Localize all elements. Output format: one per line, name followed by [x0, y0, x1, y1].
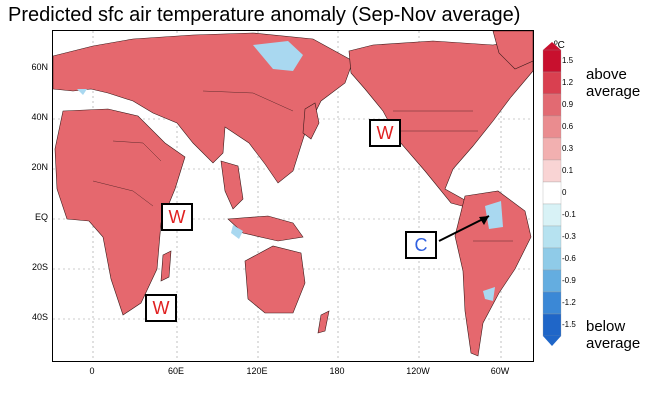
africa [54, 108, 186, 316]
lat-label-20s: 20S [31, 262, 48, 272]
colorbar-tick-label: 1.2 [562, 78, 574, 87]
map-panel: W W W C [52, 30, 534, 362]
greenland [492, 31, 533, 70]
above-word: above [586, 66, 627, 83]
colorbar-tick-label: 0.9 [562, 100, 574, 109]
lon-label-60w: 60W [490, 366, 510, 376]
lon-label-180: 180 [329, 366, 345, 376]
continents [53, 31, 533, 357]
madagascar [160, 250, 172, 282]
cold-patches [77, 41, 503, 301]
colorbar-segment [542, 269, 562, 293]
colorbar-segment [542, 247, 562, 271]
lat-label-60n: 60N [31, 62, 48, 72]
below-average-word: average [586, 335, 641, 352]
below-average-label: below average [586, 318, 640, 352]
australia [244, 245, 306, 314]
colorbar-tick-label: 0 [562, 188, 567, 197]
colorbar-segment [542, 71, 562, 95]
colorbar-segment [542, 291, 562, 315]
colorbar [542, 42, 562, 346]
colorbar-segment [542, 225, 562, 249]
indonesia [227, 215, 304, 242]
colorbar-segment [542, 49, 562, 73]
warm-label-indian-ocean: W [161, 203, 193, 231]
lat-label-40s: 40S [31, 312, 48, 322]
colorbar-segment [542, 93, 562, 117]
colorbar-tick-label: -1.5 [562, 320, 576, 329]
japan [302, 102, 320, 140]
colorbar-segment [542, 115, 562, 139]
below-word: below [586, 318, 626, 335]
colorbar-tick-label: 0.3 [562, 144, 574, 153]
chart-title: Predicted sfc air temperature anomaly (S… [8, 4, 521, 26]
lon-label-120e: 120E [246, 366, 268, 376]
lat-label-40n: 40N [31, 112, 48, 122]
colorbar-tick-label: 0.1 [562, 166, 574, 175]
lat-label-eq: EQ [34, 212, 48, 222]
lon-label-60e: 60E [167, 366, 184, 376]
colorbar-segment [542, 137, 562, 161]
colorbar-unit: ºC [554, 40, 565, 51]
lat-label-20n: 20N [31, 162, 48, 172]
cold-label-south-america: C [405, 231, 437, 259]
lon-label-0: 0 [89, 366, 95, 376]
warm-label-north-pacific: W [369, 119, 401, 147]
colorbar-segment [542, 313, 562, 337]
colorbar-segment [542, 203, 562, 227]
eurasia [53, 32, 354, 184]
warm-label-southern-indian: W [145, 294, 177, 322]
world-map [53, 31, 533, 361]
colorbar-tick-label: -0.3 [562, 232, 576, 241]
colorbar-tick-label: 1.5 [562, 56, 574, 65]
colorbar-tick-label: -0.6 [562, 254, 576, 263]
above-average-word: average [586, 83, 641, 100]
colorbar-tick-label: -1.2 [562, 298, 576, 307]
colorbar-segment [542, 181, 562, 205]
new-zealand [317, 310, 330, 334]
colorbar-tick-label: -0.1 [562, 210, 576, 219]
above-average-label: above average [586, 66, 640, 100]
colorbar-tick-label: -0.9 [562, 276, 576, 285]
se-asia [220, 160, 244, 210]
colorbar-segment [542, 159, 562, 183]
colorbar-tick-label: 0.6 [562, 122, 574, 131]
colorbar-bottom-arrow [543, 336, 561, 346]
lon-label-120w: 120W [406, 366, 430, 376]
colorbar-top-arrow [543, 42, 561, 50]
